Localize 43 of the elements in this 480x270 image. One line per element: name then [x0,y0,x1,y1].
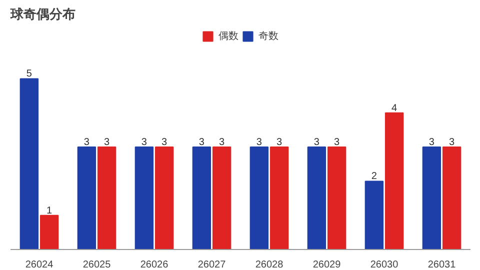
bar [442,146,462,250]
legend-label: 奇数 [258,30,278,43]
data-label: 1 [46,205,53,216]
bar [212,146,232,250]
x-tick-label: 26030 [370,260,399,270]
bar [154,146,174,250]
x-tick-label: 26031 [428,260,456,270]
x-tick-label: 26025 [82,260,112,270]
bar [250,146,269,250]
bar [77,146,96,250]
data-label: 3 [334,137,340,148]
data-label: 3 [256,137,262,148]
bar [97,146,116,250]
x-tick-label: 26024 [25,260,54,270]
x-tick-label: 26026 [140,260,169,270]
bar [192,146,212,250]
data-label: 3 [449,137,456,148]
data-label: 3 [141,137,148,148]
bar [384,112,404,250]
data-label: 3 [84,137,90,148]
data-label: 3 [162,137,168,148]
bar [364,180,384,250]
bar [422,146,442,250]
x-tick-label: 26029 [312,260,342,270]
bar [307,146,326,250]
bar [270,146,289,250]
data-label: 3 [276,137,283,148]
bar [327,146,346,250]
data-label: 3 [219,137,226,148]
chart-title: 球奇偶分布 [10,6,76,22]
data-label: 5 [26,68,32,80]
legend-label: 偶数 [218,30,238,43]
x-tick-label: 26027 [198,260,226,270]
data-label: 3 [198,137,205,148]
data-label: 3 [104,137,110,148]
data-label: 3 [428,137,435,148]
bar [134,146,154,250]
data-label: 2 [371,171,378,182]
data-label: 4 [392,102,398,114]
bar [20,78,39,250]
x-tick-label: 26028 [255,260,284,270]
data-label: 3 [314,137,320,148]
bar [40,214,59,250]
